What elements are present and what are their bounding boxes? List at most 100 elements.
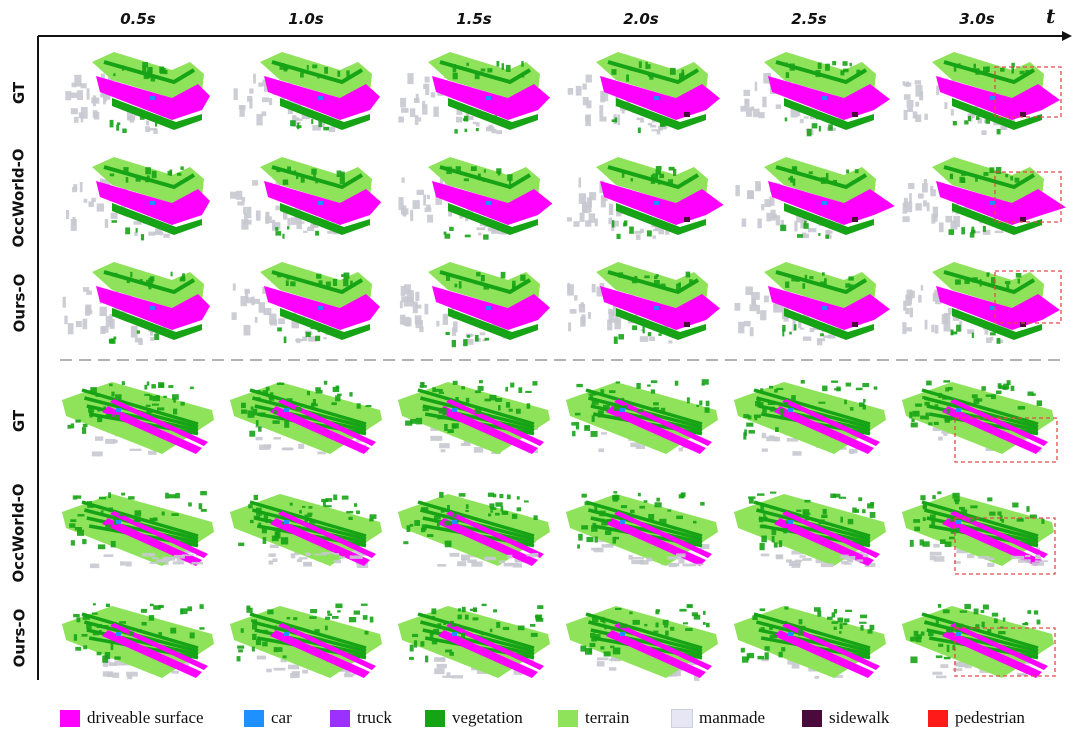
voxel bbox=[859, 621, 867, 624]
car-voxel bbox=[116, 520, 121, 524]
voxel bbox=[332, 278, 338, 286]
car-voxel bbox=[822, 96, 827, 100]
voxel bbox=[518, 387, 523, 393]
scene-curved-road bbox=[566, 157, 724, 240]
time-label-1.5s: 1.5s bbox=[456, 10, 492, 28]
voxel bbox=[148, 282, 152, 290]
voxel bbox=[945, 215, 953, 223]
voxel bbox=[848, 448, 858, 454]
voxel bbox=[910, 290, 915, 299]
voxel bbox=[333, 494, 338, 501]
voxel bbox=[134, 510, 142, 517]
voxel bbox=[278, 318, 285, 325]
voxel bbox=[943, 380, 950, 383]
car-voxel bbox=[788, 520, 793, 524]
voxel bbox=[327, 230, 335, 234]
voxel bbox=[832, 61, 837, 66]
driveable-surface bbox=[270, 406, 370, 454]
vegetation-stripe bbox=[249, 500, 367, 538]
voxel bbox=[617, 114, 621, 126]
voxel bbox=[596, 661, 605, 667]
voxel bbox=[569, 309, 577, 314]
voxel bbox=[498, 229, 506, 235]
voxel bbox=[140, 608, 148, 613]
voxel bbox=[339, 177, 345, 184]
voxel bbox=[873, 386, 878, 390]
voxel bbox=[449, 226, 454, 231]
voxel bbox=[612, 536, 616, 544]
voxel bbox=[827, 616, 833, 620]
voxel bbox=[121, 381, 125, 386]
voxel bbox=[262, 537, 267, 544]
voxel bbox=[820, 177, 827, 184]
voxel bbox=[470, 166, 477, 171]
voxel bbox=[437, 658, 445, 662]
voxel bbox=[158, 382, 165, 388]
voxel bbox=[344, 674, 354, 678]
driveable-surface-lane bbox=[446, 623, 544, 670]
voxel bbox=[778, 540, 783, 548]
voxel bbox=[775, 215, 781, 226]
voxel bbox=[443, 622, 446, 626]
voxel bbox=[763, 73, 769, 84]
voxel bbox=[600, 646, 605, 650]
voxel bbox=[611, 119, 617, 122]
voxel bbox=[279, 64, 284, 70]
voxel bbox=[67, 323, 74, 335]
voxel bbox=[782, 325, 786, 332]
scene-straight-road bbox=[398, 380, 550, 455]
voxel bbox=[602, 196, 608, 202]
scene-straight-road bbox=[902, 603, 1054, 679]
voxel bbox=[261, 97, 269, 103]
vegetation-lower bbox=[784, 308, 874, 340]
voxel bbox=[917, 634, 922, 639]
voxel bbox=[955, 623, 964, 627]
voxel bbox=[986, 66, 990, 72]
voxel bbox=[786, 438, 799, 442]
voxel bbox=[986, 272, 990, 276]
voxel bbox=[153, 128, 158, 134]
voxel bbox=[647, 122, 653, 126]
voxel bbox=[464, 115, 469, 122]
voxel bbox=[516, 496, 520, 500]
voxel bbox=[975, 624, 980, 630]
voxel bbox=[250, 406, 254, 410]
voxel bbox=[458, 281, 462, 289]
voxel bbox=[773, 542, 778, 548]
voxel bbox=[948, 307, 952, 315]
time-label-0.5s: 0.5s bbox=[120, 10, 156, 28]
voxel bbox=[1012, 502, 1019, 508]
voxel bbox=[594, 634, 601, 639]
voxel bbox=[333, 559, 341, 564]
voxel bbox=[818, 125, 821, 132]
voxel bbox=[247, 410, 255, 418]
voxel bbox=[516, 507, 522, 512]
voxel bbox=[799, 555, 806, 558]
voxel bbox=[588, 213, 596, 223]
voxel bbox=[318, 120, 322, 128]
voxel bbox=[864, 562, 876, 568]
voxel bbox=[980, 610, 985, 613]
voxel bbox=[745, 286, 753, 295]
scene-straight-road bbox=[734, 606, 886, 679]
voxel bbox=[340, 171, 345, 178]
voxel bbox=[433, 515, 441, 520]
voxel bbox=[906, 99, 914, 108]
voxel bbox=[285, 280, 289, 286]
voxel bbox=[306, 65, 309, 70]
voxel bbox=[439, 443, 450, 449]
voxel bbox=[369, 616, 374, 623]
voxel bbox=[331, 402, 337, 406]
voxel bbox=[117, 122, 121, 125]
voxel bbox=[99, 306, 107, 317]
voxel bbox=[704, 407, 710, 413]
voxel bbox=[103, 92, 106, 105]
voxel bbox=[448, 210, 452, 217]
voxel bbox=[79, 182, 83, 193]
voxel bbox=[660, 407, 666, 413]
voxel bbox=[821, 514, 828, 518]
voxel bbox=[157, 407, 165, 411]
driveable-surface-lane bbox=[278, 399, 376, 446]
voxel bbox=[410, 209, 414, 222]
legend-item-sidewalk: sidewalk bbox=[802, 706, 889, 730]
